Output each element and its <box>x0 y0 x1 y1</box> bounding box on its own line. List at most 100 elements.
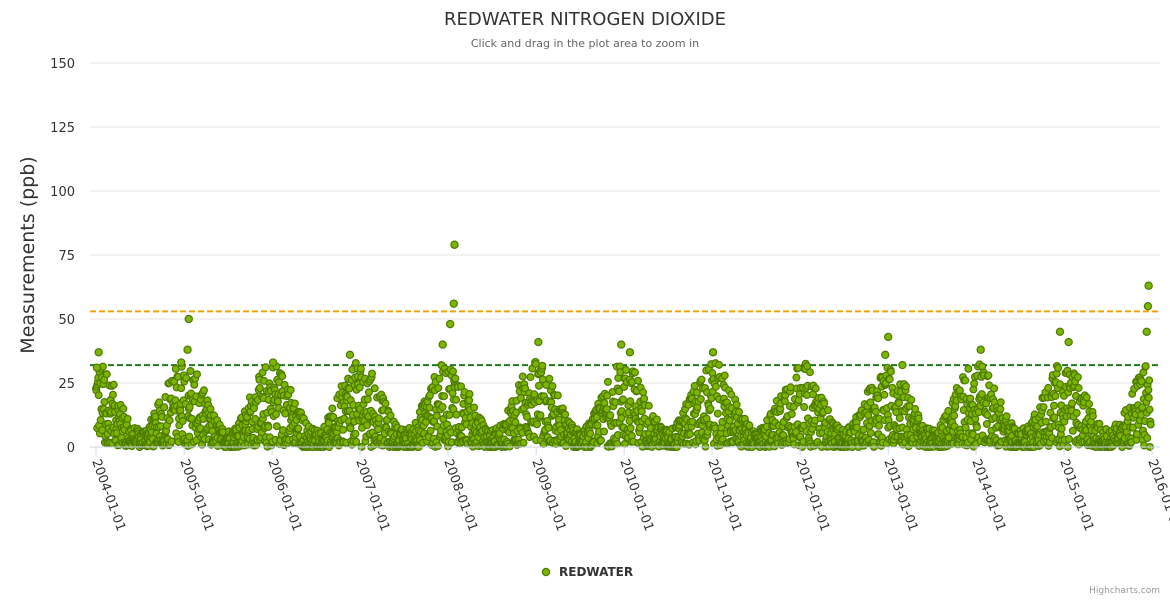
data-point[interactable] <box>874 394 883 403</box>
data-point[interactable] <box>1044 383 1053 392</box>
data-point[interactable] <box>1141 362 1150 371</box>
data-point[interactable] <box>356 364 365 373</box>
data-point[interactable] <box>1041 417 1050 426</box>
data-point[interactable] <box>561 410 570 419</box>
data-point[interactable] <box>1051 392 1060 401</box>
data-point[interactable] <box>606 411 615 420</box>
data-point[interactable] <box>706 404 715 413</box>
data-point-notable[interactable] <box>449 299 458 308</box>
data-point-notable[interactable] <box>1144 281 1153 290</box>
data-point[interactable] <box>433 442 442 451</box>
data-point[interactable] <box>1144 385 1153 394</box>
data-point-notable[interactable] <box>183 345 192 354</box>
data-point[interactable] <box>626 424 635 433</box>
data-point[interactable] <box>363 395 372 404</box>
data-point[interactable] <box>613 439 622 448</box>
data-point[interactable] <box>536 411 545 420</box>
data-point-notable[interactable] <box>625 348 635 357</box>
data-point[interactable] <box>640 394 649 403</box>
data-point[interactable] <box>374 414 383 423</box>
data-point[interactable] <box>452 395 461 404</box>
data-point[interactable] <box>637 407 646 416</box>
data-point[interactable] <box>451 374 460 383</box>
data-point[interactable] <box>561 442 570 451</box>
data-point-notable[interactable] <box>1064 337 1073 347</box>
data-point-notable[interactable] <box>94 348 103 357</box>
data-point[interactable] <box>914 414 923 423</box>
data-point[interactable] <box>982 419 991 428</box>
data-point[interactable] <box>944 406 953 415</box>
data-point[interactable] <box>602 405 611 414</box>
scatter-points-redwater[interactable] <box>91 240 1155 452</box>
data-point[interactable] <box>102 370 111 379</box>
data-point[interactable] <box>871 407 880 416</box>
data-point[interactable] <box>346 424 355 433</box>
data-point[interactable] <box>470 403 479 412</box>
data-point[interactable] <box>805 368 814 377</box>
data-point[interactable] <box>534 381 543 390</box>
data-point[interactable] <box>160 403 169 412</box>
data-point[interactable] <box>531 359 540 368</box>
data-point[interactable] <box>370 384 379 393</box>
data-point[interactable] <box>907 395 916 404</box>
data-point[interactable] <box>272 422 281 431</box>
data-point[interactable] <box>328 404 337 413</box>
data-point[interactable] <box>425 403 434 412</box>
data-point-notable[interactable] <box>438 340 447 349</box>
data-point[interactable] <box>811 384 820 393</box>
data-point[interactable] <box>351 429 360 438</box>
data-point[interactable] <box>1073 373 1082 382</box>
data-point-notable[interactable] <box>177 358 186 367</box>
data-point[interactable] <box>434 384 443 393</box>
data-point[interactable] <box>1068 399 1077 408</box>
data-point[interactable] <box>1054 364 1063 373</box>
data-point[interactable] <box>381 399 390 408</box>
credits-link[interactable]: Highcharts.com <box>1089 586 1160 596</box>
data-point[interactable] <box>732 400 741 409</box>
data-point[interactable] <box>996 404 1005 413</box>
data-point[interactable] <box>970 379 979 388</box>
data-point[interactable] <box>686 430 695 439</box>
data-point[interactable] <box>1072 409 1081 418</box>
data-point[interactable] <box>526 373 535 382</box>
data-point[interactable] <box>1085 399 1094 408</box>
data-point[interactable] <box>1068 426 1077 435</box>
data-point[interactable] <box>983 410 992 419</box>
data-point[interactable] <box>972 423 981 432</box>
data-point[interactable] <box>626 397 635 406</box>
data-point[interactable] <box>516 393 525 402</box>
data-point[interactable] <box>644 401 653 410</box>
data-point-notable[interactable] <box>445 319 455 329</box>
data-point[interactable] <box>186 367 195 376</box>
data-point[interactable] <box>426 426 435 435</box>
data-point[interactable] <box>964 364 973 373</box>
data-point[interactable] <box>874 421 883 430</box>
data-point[interactable] <box>603 391 612 400</box>
data-point[interactable] <box>329 412 338 421</box>
data-point-notable[interactable] <box>345 350 355 360</box>
data-point[interactable] <box>553 391 562 400</box>
data-point[interactable] <box>177 384 186 393</box>
data-point[interactable] <box>615 387 624 396</box>
data-point[interactable] <box>714 360 723 369</box>
data-point[interactable] <box>355 383 364 392</box>
data-point[interactable] <box>1039 403 1048 412</box>
data-point[interactable] <box>880 390 889 399</box>
data-point[interactable] <box>725 416 734 425</box>
data-point-notable[interactable] <box>534 337 543 347</box>
data-point[interactable] <box>996 398 1005 407</box>
data-point[interactable] <box>911 405 920 414</box>
data-point[interactable] <box>1002 412 1011 421</box>
data-point[interactable] <box>1082 393 1091 402</box>
data-point[interactable] <box>339 425 348 434</box>
data-point[interactable] <box>123 414 132 423</box>
data-point[interactable] <box>548 382 557 391</box>
data-point[interactable] <box>438 402 447 411</box>
data-point[interactable] <box>1138 403 1147 412</box>
data-point-notable[interactable] <box>1143 302 1153 311</box>
data-point-notable[interactable] <box>1055 327 1065 336</box>
data-point[interactable] <box>386 411 395 420</box>
data-point[interactable] <box>1145 405 1154 414</box>
data-point[interactable] <box>696 395 705 404</box>
data-point[interactable] <box>185 403 194 412</box>
